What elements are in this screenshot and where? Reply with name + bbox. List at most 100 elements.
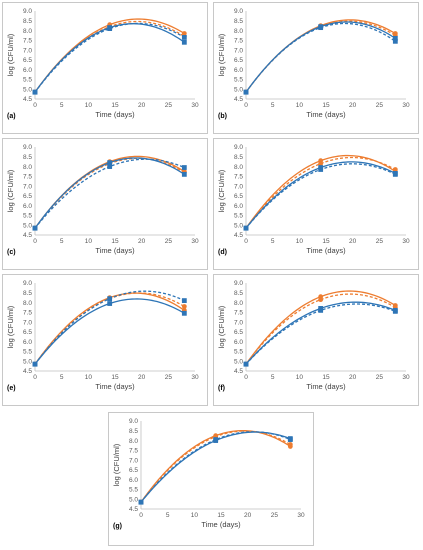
y-tick-label: 7.0 — [23, 319, 32, 326]
series-line-1 — [245, 20, 396, 93]
chart-panel-a: 4.5 5.0 5.5 6.0 6.5 7.0 7.5 8.0 8.5 9.0 0 5 10 15 20 25… — [2, 2, 208, 134]
y-tick-label: 6.5 — [234, 329, 243, 336]
x-tick-label: 5 — [166, 512, 170, 519]
x-tick-label: 10 — [191, 512, 199, 519]
y-tick-label: 6.0 — [23, 67, 32, 74]
series-line-1 — [34, 20, 185, 93]
y-tick-label: 8.0 — [234, 300, 243, 307]
y-axis-label: log (CFU/ml) — [217, 33, 226, 76]
x-tick-label: 30 — [402, 102, 410, 109]
x-tick-label: 25 — [165, 102, 173, 109]
y-tick-label: 8.5 — [129, 428, 138, 435]
x-tick-label: 15 — [111, 238, 119, 245]
x-tick-label: 20 — [349, 374, 357, 381]
y-tick-label: 8.5 — [234, 290, 243, 297]
x-tick-label: 15 — [322, 374, 330, 381]
chart-panel-c: 4.5 5.0 5.5 6.0 6.5 7.0 7.5 8.0 8.5 9.0 0 5 10 15 20 25… — [2, 138, 208, 270]
y-tick-label: 8.5 — [234, 154, 243, 161]
series-line-3 — [34, 298, 185, 365]
x-tick-label: 20 — [244, 512, 252, 519]
y-tick-label: 5.5 — [234, 213, 243, 220]
data-point — [32, 89, 38, 95]
y-axis-label: log (CFU/ml) — [217, 305, 226, 348]
data-point — [107, 160, 113, 166]
series-line-2 — [34, 158, 185, 229]
data-point — [392, 38, 398, 44]
y-tick-label: 4.5 — [129, 506, 138, 513]
y-tick-label: 8.0 — [23, 300, 32, 307]
y-tick-label: 6.5 — [129, 467, 138, 474]
x-tick-label: 5 — [60, 238, 64, 245]
x-axis-label: Time (days) — [306, 110, 346, 119]
panel-label: (g) — [113, 523, 122, 530]
x-tick-label: 15 — [322, 102, 330, 109]
x-tick-label: 10 — [296, 102, 304, 109]
y-tick-label: 5.0 — [23, 86, 32, 93]
data-point — [318, 307, 324, 313]
chart-panel-b: 4.5 5.0 5.5 6.0 6.5 7.0 7.5 8.0 8.5 9.0 0 5 10 15 20 25… — [213, 2, 419, 134]
x-tick-label: 15 — [217, 512, 225, 519]
x-tick-label: 30 — [402, 238, 410, 245]
panel-label: (a) — [7, 113, 16, 120]
y-tick-label: 8.0 — [129, 438, 138, 445]
x-tick-label: 5 — [271, 238, 275, 245]
y-tick-label: 7.5 — [129, 448, 138, 455]
x-tick-label: 5 — [271, 374, 275, 381]
series-line-1 — [245, 293, 396, 365]
x-axis-label: Time (days) — [95, 246, 135, 255]
y-tick-label: 5.5 — [234, 77, 243, 84]
x-tick-label: 5 — [60, 102, 64, 109]
x-axis-label: Time (days) — [201, 520, 241, 529]
series-line-3 — [140, 431, 291, 503]
y-tick-label: 9.0 — [129, 418, 138, 425]
y-tick-label: 5.5 — [129, 487, 138, 494]
x-tick-label: 0 — [33, 374, 37, 381]
y-tick-label: 4.5 — [234, 368, 243, 375]
y-axis-label: log (CFU/ml) — [6, 169, 15, 212]
panel-label: (d) — [218, 249, 227, 256]
x-tick-label: 0 — [244, 102, 248, 109]
y-tick-label: 8.5 — [23, 154, 32, 161]
y-tick-label: 5.0 — [234, 222, 243, 229]
chart-panel-g: 4.5 5.0 5.5 6.0 6.5 7.0 7.5 8.0 8.5 9.0 0 5 10 15 20 25… — [108, 412, 314, 546]
y-tick-label: 7.0 — [23, 183, 32, 190]
x-tick-label: 10 — [85, 374, 93, 381]
y-tick-label: 8.5 — [234, 18, 243, 25]
x-tick-label: 30 — [191, 374, 199, 381]
y-tick-label: 4.5 — [23, 232, 32, 239]
y-tick-label: 7.0 — [234, 319, 243, 326]
data-point — [287, 437, 293, 442]
series-line-3 — [245, 303, 396, 365]
data-point — [181, 39, 187, 45]
data-point — [318, 297, 324, 303]
series-line-0 — [245, 290, 396, 365]
x-axis-label: Time (days) — [306, 382, 346, 391]
y-tick-label: 8.0 — [234, 164, 243, 171]
data-point — [107, 164, 113, 169]
data-point — [318, 167, 324, 172]
y-tick-label: 5.0 — [234, 86, 243, 93]
series-line-3 — [245, 22, 396, 93]
x-tick-label: 0 — [139, 512, 143, 519]
data-point — [138, 499, 144, 505]
y-tick-label: 5.5 — [23, 349, 32, 356]
x-tick-label: 15 — [322, 238, 330, 245]
data-point — [392, 171, 398, 177]
x-tick-label: 30 — [297, 512, 305, 519]
x-tick-label: 25 — [271, 512, 279, 519]
x-axis-label: Time (days) — [306, 246, 346, 255]
data-point — [287, 442, 293, 447]
y-tick-label: 6.0 — [234, 203, 243, 210]
y-axis-label: log (CFU/ml) — [217, 169, 226, 212]
data-point — [107, 25, 113, 31]
y-tick-label: 5.0 — [129, 496, 138, 503]
x-tick-label: 20 — [138, 238, 146, 245]
x-axis-label: Time (days) — [95, 382, 135, 391]
y-tick-label: 7.0 — [23, 47, 32, 54]
series-line-1 — [245, 156, 396, 229]
series-line-3 — [245, 163, 396, 229]
y-tick-label: 5.5 — [23, 213, 32, 220]
series-line-0 — [245, 19, 396, 93]
y-tick-label: 6.5 — [23, 329, 32, 336]
x-tick-label: 5 — [60, 374, 64, 381]
